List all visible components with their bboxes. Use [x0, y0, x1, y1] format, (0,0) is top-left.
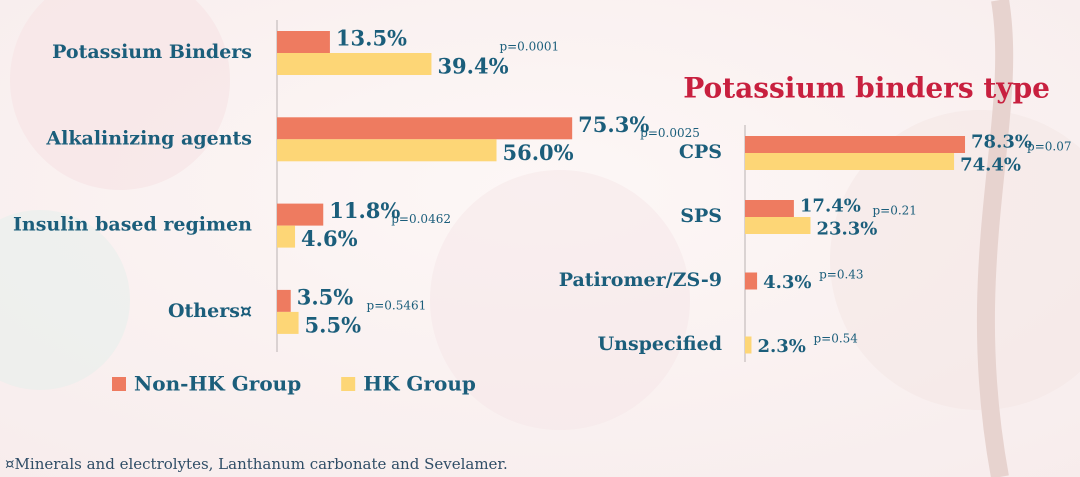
- decor: [0, 210, 130, 390]
- value-label: 39.4%: [437, 54, 508, 79]
- category-label: SPS: [680, 205, 722, 227]
- value-label: 5.5%: [305, 312, 362, 337]
- bar: [277, 311, 299, 334]
- value-label: 2.3%: [757, 336, 805, 357]
- value-label: 4.6%: [301, 226, 358, 251]
- bar: [745, 153, 955, 170]
- footnote: ¤Minerals and electrolytes, Lanthanum ca…: [5, 455, 508, 473]
- category-label: Patiromer/ZS-9: [559, 269, 722, 291]
- legend-label: HK Group: [363, 372, 476, 396]
- bar: [277, 225, 296, 248]
- decor: [830, 110, 1080, 410]
- bar: [277, 203, 324, 226]
- value-label: 4.3%: [763, 272, 811, 293]
- bar: [277, 139, 497, 162]
- value-label: 74.4%: [960, 155, 1021, 176]
- bar: [277, 117, 573, 140]
- bar: [745, 336, 752, 354]
- category-label: Unspecified: [598, 333, 722, 355]
- decor: [10, 0, 230, 190]
- value-label: 3.5%: [297, 284, 354, 309]
- value-label: 23.3%: [816, 219, 877, 240]
- bar: [277, 53, 432, 75]
- chart-title: Potassium binders type: [683, 72, 1050, 105]
- category-label: Insulin based regimen: [13, 214, 252, 236]
- bar: [745, 272, 758, 290]
- p-value: p=0.0025: [640, 126, 700, 140]
- bar: [745, 217, 811, 234]
- value-label: 56.0%: [503, 140, 574, 165]
- value-label: 13.5%: [336, 26, 407, 51]
- value-label: 78.3%: [971, 132, 1032, 153]
- decor: [430, 170, 690, 430]
- p-value: p=0.0001: [499, 40, 559, 54]
- bar: [277, 31, 330, 53]
- p-value: p=0.0462: [391, 212, 451, 226]
- value-label: 11.8%: [329, 198, 400, 223]
- p-value: p=0.5461: [367, 298, 427, 312]
- p-value: p=0.07: [1027, 140, 1071, 154]
- decor: [976, 0, 1014, 477]
- p-value: p=0.21: [872, 204, 916, 218]
- bar: [745, 136, 966, 153]
- category-label: CPS: [679, 141, 722, 163]
- value-label: 17.4%: [800, 196, 861, 217]
- legend-swatch: [112, 377, 126, 391]
- value-label: 75.3%: [578, 112, 649, 137]
- category-label: Alkalinizing agents: [45, 127, 252, 149]
- bar: [745, 200, 794, 217]
- legend-swatch: [341, 377, 356, 391]
- legend-label: Non-HK Group: [134, 372, 301, 396]
- category-label: Potassium Binders: [52, 41, 252, 63]
- p-value: p=0.43: [819, 268, 863, 282]
- p-value: p=0.54: [813, 332, 858, 346]
- bar: [277, 289, 291, 312]
- category-label: Others¤: [168, 300, 252, 322]
